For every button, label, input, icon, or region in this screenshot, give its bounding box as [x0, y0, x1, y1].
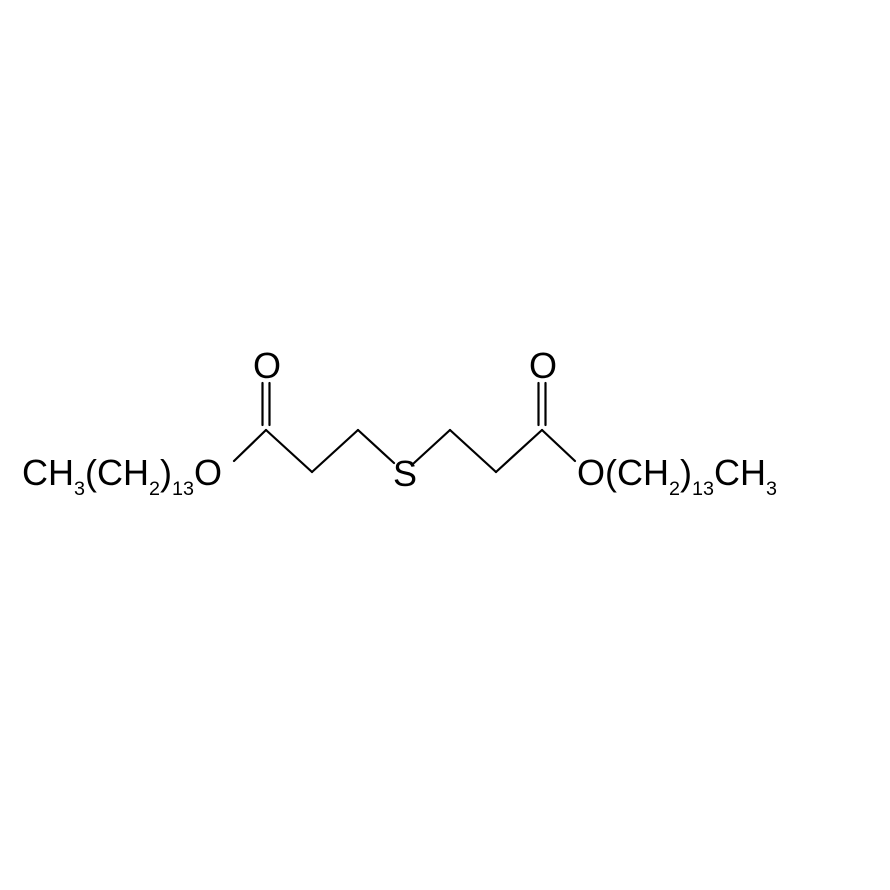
left-ester-oxygen: O	[194, 452, 222, 493]
sulfur-atom: S	[393, 453, 417, 495]
right-ester-oxygen: O	[577, 452, 605, 493]
bond-lines	[0, 0, 890, 890]
left-carbonyl-oxygen: O	[253, 345, 281, 387]
chemical-structure-canvas: CH3(CH2)13O O S O O(CH2)13CH3	[0, 0, 890, 890]
left-ch2-close: )	[160, 452, 172, 493]
left-ch3-sub: 3	[74, 478, 85, 500]
right-chain-label: O(CH2)13CH3	[577, 452, 777, 499]
right-ch3: CH	[714, 452, 766, 493]
right-ch2-sub13: 13	[692, 478, 714, 500]
right-ch2-close: )	[680, 452, 692, 493]
left-ch2-sub: 2	[149, 478, 160, 500]
left-chain-label: CH3(CH2)13O	[22, 452, 222, 499]
right-ch3-sub: 3	[766, 478, 777, 500]
right-ch2-sub: 2	[669, 478, 680, 500]
left-ch2-sub13: 13	[172, 478, 194, 500]
right-carbonyl-oxygen: O	[529, 345, 557, 387]
left-ch3: CH	[22, 452, 74, 493]
right-ch2-open: (CH	[605, 452, 669, 493]
left-ch2-open: (CH	[85, 452, 149, 493]
